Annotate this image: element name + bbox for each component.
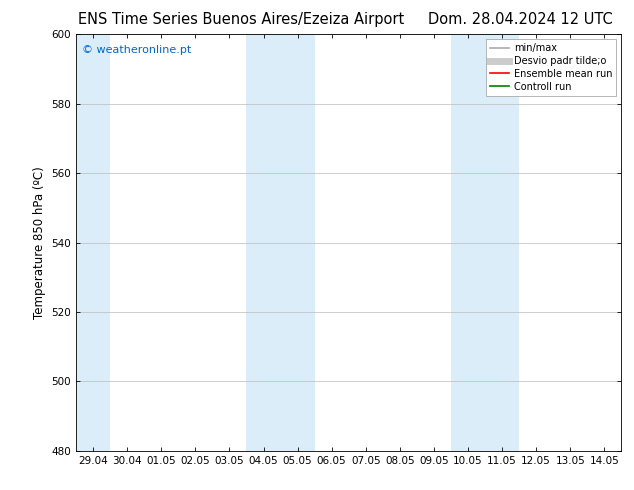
Legend: min/max, Desvio padr tilde;o, Ensemble mean run, Controll run: min/max, Desvio padr tilde;o, Ensemble m…: [486, 39, 616, 96]
Text: Dom. 28.04.2024 12 UTC: Dom. 28.04.2024 12 UTC: [427, 12, 612, 27]
Bar: [76, 34, 110, 451]
Y-axis label: Temperature 850 hPa (ºC): Temperature 850 hPa (ºC): [33, 166, 46, 319]
Bar: [451, 34, 519, 451]
Text: ENS Time Series Buenos Aires/Ezeiza Airport: ENS Time Series Buenos Aires/Ezeiza Airp…: [78, 12, 404, 27]
Bar: [247, 34, 314, 451]
Text: © weatheronline.pt: © weatheronline.pt: [82, 45, 191, 55]
